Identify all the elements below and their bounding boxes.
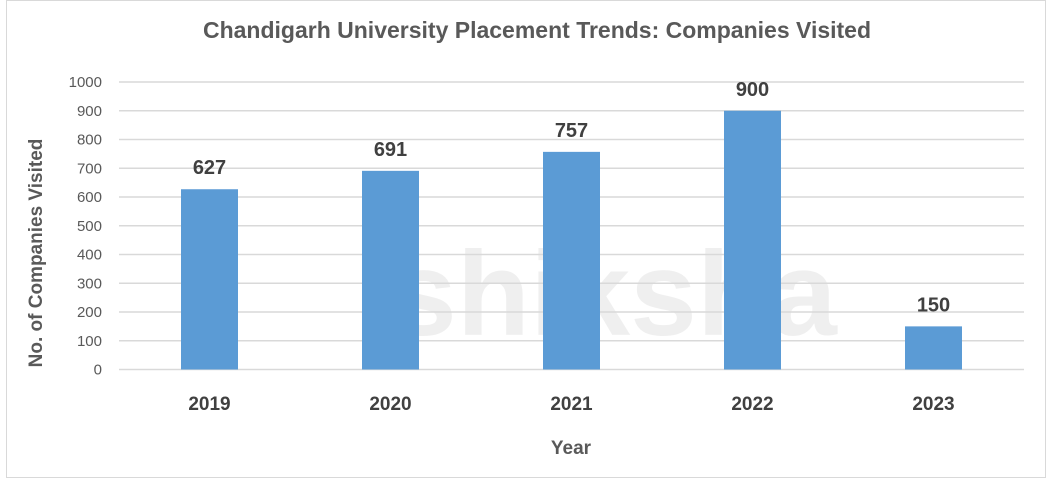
x-tick-label: 2019 [188, 394, 230, 415]
data-label: 757 [555, 120, 588, 142]
y-tick-label: 700 [77, 160, 102, 177]
data-label: 627 [193, 157, 226, 179]
y-tick-label: 900 [77, 103, 102, 120]
y-tick-label: 600 [77, 189, 102, 206]
chart-frame [6, 0, 1046, 478]
x-tick-label: 2021 [550, 394, 593, 415]
y-tick-label: 200 [77, 304, 102, 321]
x-tick-label: 2023 [912, 394, 954, 415]
x-tick-label: 2020 [369, 394, 411, 415]
y-tick-label: 100 [77, 333, 102, 350]
y-tick-label: 800 [77, 132, 102, 149]
bar [362, 170, 419, 370]
data-label: 900 [736, 79, 769, 101]
y-tick-label: 500 [77, 218, 102, 235]
bar [181, 189, 238, 370]
x-tick-label: 2022 [731, 394, 773, 415]
y-tick-label: 300 [77, 275, 102, 292]
bar [905, 326, 962, 370]
y-tick-label: 400 [77, 247, 102, 264]
y-tick-label: 1000 [69, 74, 102, 91]
y-tick-label: 0 [94, 362, 102, 379]
x-axis-label: Year [551, 438, 592, 459]
chart-title: Chandigarh University Placement Trends: … [203, 17, 871, 43]
data-label: 150 [917, 294, 950, 316]
data-label: 691 [374, 139, 407, 161]
bar [543, 151, 600, 370]
bar [724, 110, 781, 370]
y-axis-label: No. of Companies Visited [26, 139, 47, 368]
